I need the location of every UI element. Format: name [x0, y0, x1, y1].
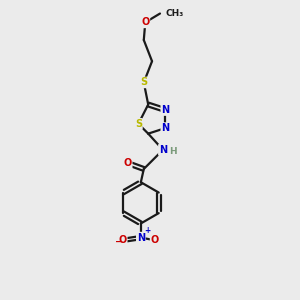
Text: O: O	[141, 17, 149, 27]
Text: N: N	[159, 145, 167, 155]
Text: S: S	[135, 119, 142, 129]
Text: S: S	[140, 77, 147, 87]
Text: O: O	[118, 235, 127, 245]
Text: −: −	[115, 237, 123, 247]
Text: N: N	[161, 105, 169, 115]
Text: N: N	[137, 232, 145, 243]
Text: O: O	[124, 158, 132, 168]
Text: N: N	[161, 123, 169, 133]
Text: H: H	[169, 147, 177, 156]
Text: CH₃: CH₃	[165, 9, 184, 18]
Text: O: O	[151, 235, 159, 245]
Text: +: +	[145, 226, 151, 235]
